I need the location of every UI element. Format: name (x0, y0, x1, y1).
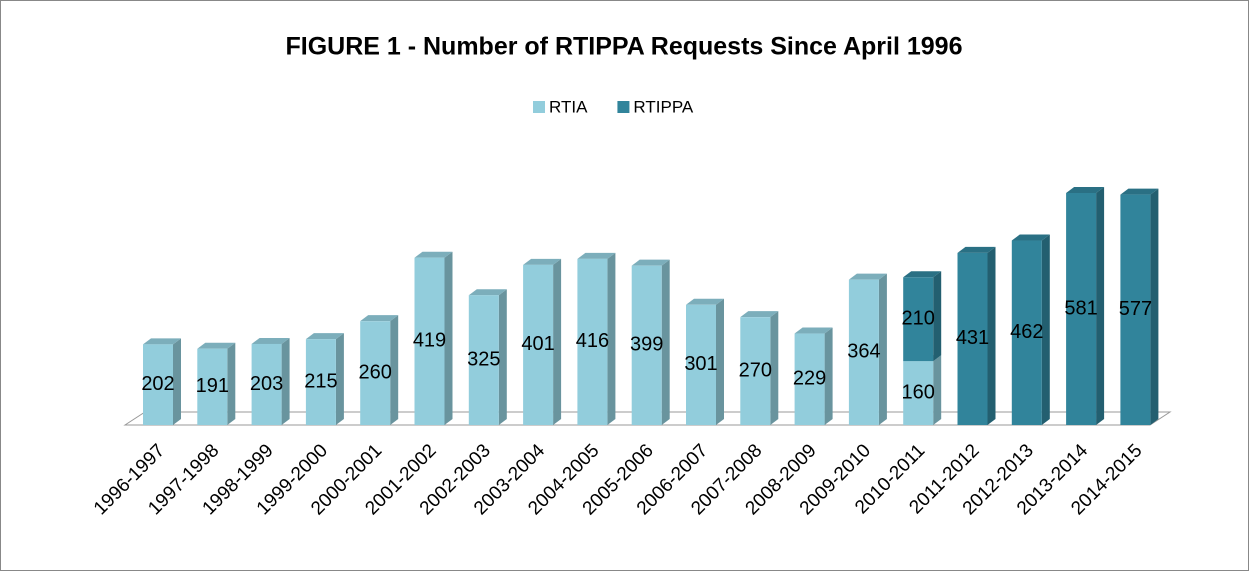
bar (957, 252, 988, 425)
legend-swatch (617, 101, 630, 113)
bar-top (1066, 187, 1105, 193)
legend-label: RTIPPA (633, 97, 693, 116)
value-label: 401 (521, 333, 554, 355)
bar-side (824, 327, 833, 425)
bar (903, 361, 934, 425)
bar-top (903, 271, 942, 278)
bar-top (523, 258, 562, 265)
bar-side (281, 337, 290, 425)
bar-top (468, 289, 507, 296)
bar-side (661, 259, 670, 425)
value-label: 364 (847, 341, 880, 363)
bar-side (227, 342, 236, 425)
bar-top (197, 342, 236, 349)
legend-swatch (533, 101, 545, 113)
bar (686, 304, 716, 425)
bar (1011, 240, 1042, 425)
bar (523, 264, 554, 425)
bar-top (305, 333, 344, 340)
value-label: 191 (196, 375, 229, 397)
value-label: 160 (902, 381, 935, 403)
bar (305, 339, 336, 425)
value-label: 462 (1010, 321, 1043, 343)
value-label: 301 (684, 353, 717, 375)
bar (360, 321, 391, 425)
bar (794, 333, 825, 425)
value-label: 416 (576, 330, 609, 352)
value-label: 215 (304, 370, 337, 392)
bar (197, 348, 228, 425)
bar-side (173, 338, 181, 425)
bar-side (933, 355, 942, 425)
bar-top (1011, 234, 1050, 241)
bar (1120, 194, 1151, 425)
bar (740, 317, 771, 425)
bar-side (933, 271, 942, 362)
bar-side (1096, 187, 1105, 425)
value-label: 581 (1064, 297, 1097, 319)
bar-top (360, 315, 399, 322)
value-label: 229 (793, 368, 826, 390)
value-label: 260 (359, 361, 392, 383)
bar (1066, 193, 1097, 425)
bar-side (390, 315, 399, 425)
bar (848, 279, 879, 425)
bar-top (631, 259, 670, 266)
value-label: 325 (467, 348, 500, 370)
bar-top (1120, 188, 1159, 195)
bar (903, 277, 934, 362)
value-label: 431 (956, 327, 989, 349)
bar-top (577, 252, 616, 259)
value-label: 203 (250, 373, 283, 395)
chart-title: FIGURE 1 - Number of RTIPPA Requests Sin… (285, 33, 962, 61)
bar-top (143, 338, 181, 345)
bar-side (1150, 188, 1159, 425)
bar-side (498, 289, 507, 425)
bar-top (414, 251, 453, 258)
legend-label: RTIA (549, 97, 588, 116)
bar-side (987, 246, 996, 425)
bar-side (553, 258, 562, 425)
bar-side (1041, 234, 1050, 425)
bar-side (607, 252, 616, 425)
value-label: 210 (902, 307, 935, 329)
bar (468, 295, 499, 425)
bar-side (716, 298, 724, 425)
bar-top (794, 327, 833, 334)
bar (251, 343, 282, 425)
bar (577, 258, 608, 425)
value-label: 419 (413, 330, 446, 352)
bar (414, 257, 445, 425)
bar-top (686, 298, 724, 305)
bar-top (957, 246, 996, 253)
bar-side (444, 251, 453, 425)
bar-side (878, 273, 887, 425)
bar-side (335, 333, 344, 425)
value-label: 202 (141, 373, 174, 395)
bar (143, 344, 173, 425)
value-label: 270 (739, 359, 772, 381)
bar-top (848, 273, 887, 280)
bar-side (770, 311, 779, 425)
bar-top (251, 337, 290, 344)
bar (631, 265, 662, 425)
value-label: 399 (630, 334, 663, 356)
value-label: 577 (1119, 298, 1152, 320)
bar-top (740, 311, 779, 318)
